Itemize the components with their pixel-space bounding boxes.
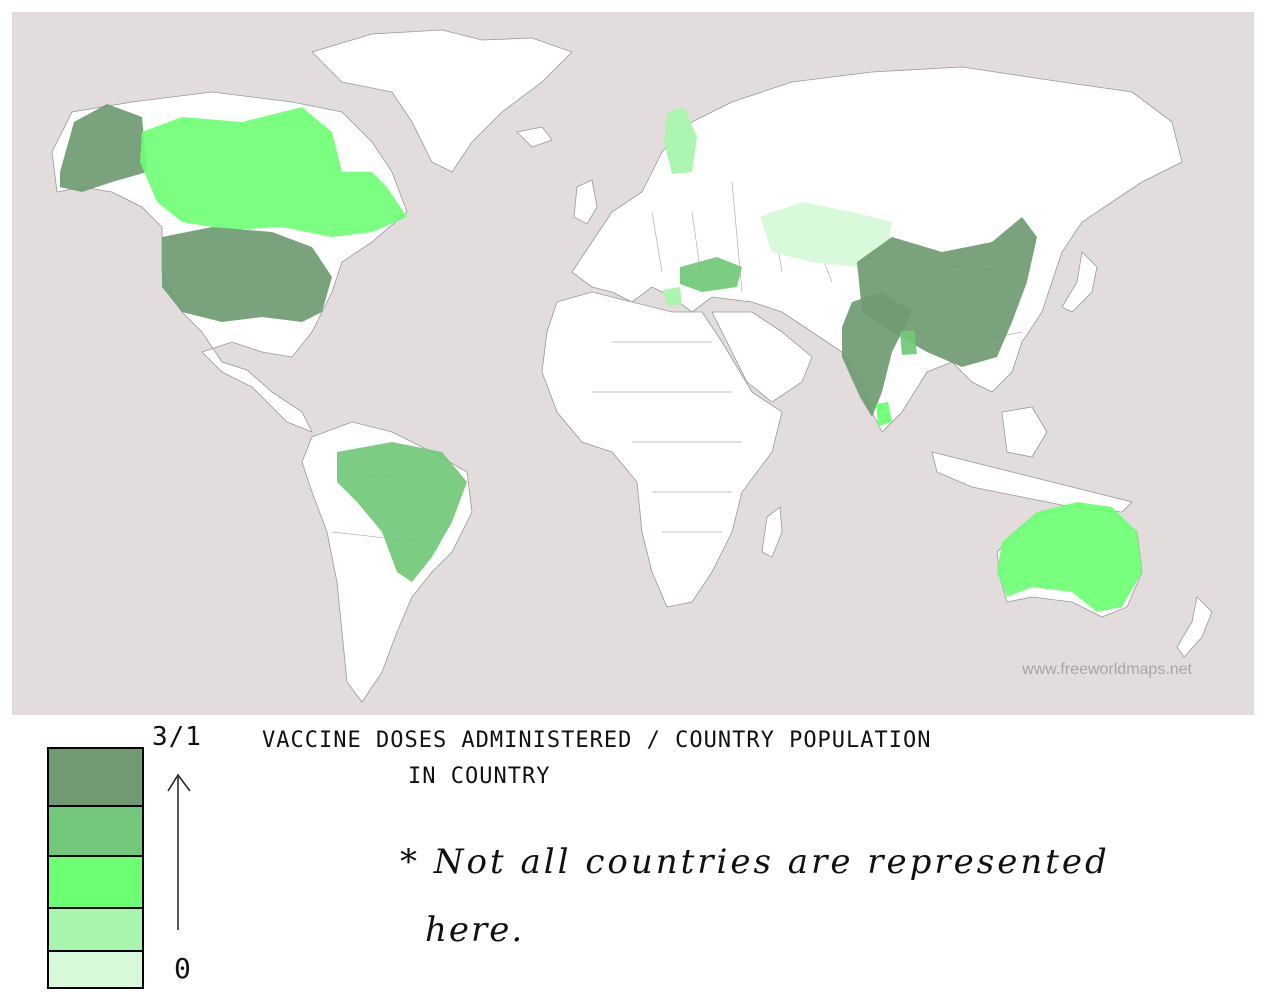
land-arabia <box>711 311 813 403</box>
legend-swatch-level-2 <box>47 907 144 952</box>
land-indonesia <box>931 451 1133 513</box>
shade-sri-lanka <box>876 402 892 426</box>
legend-swatch-level-5 <box>47 747 144 807</box>
shade-greece <box>662 287 682 306</box>
land-greenland <box>311 29 573 173</box>
land-iceland <box>516 126 553 148</box>
shade-brazil <box>337 442 467 582</box>
land-borneo <box>1001 406 1048 458</box>
legend-area <box>47 747 191 989</box>
legend-max-label: 3/1 <box>152 722 202 752</box>
legend-arrow <box>167 773 191 930</box>
land-africa <box>541 291 783 608</box>
legend-title-line1: VACCINE DOSES ADMINISTERED / COUNTRY POP… <box>262 728 932 753</box>
shade-kazakhstan <box>760 202 892 267</box>
shade-alaska <box>60 104 147 192</box>
legend-color-scale <box>47 747 144 989</box>
legend-swatch-level-4 <box>47 805 144 857</box>
note-line2: here. <box>425 910 525 950</box>
shade-usa <box>162 227 332 322</box>
land-madagascar <box>761 506 783 558</box>
legend-swatch-level-1 <box>47 950 144 989</box>
shade-bangladesh <box>900 330 917 355</box>
legend-swatch-level-3 <box>47 855 144 909</box>
map-watermark: www.freeworldmaps.net <box>1022 661 1192 678</box>
shade-canada <box>140 107 407 237</box>
shade-australia <box>997 502 1142 612</box>
note-line1: * Not all countries are represented <box>400 842 1110 882</box>
land-uk <box>573 179 598 225</box>
shading-layer <box>60 104 1142 612</box>
land-new-zealand <box>1176 596 1213 658</box>
shade-finland <box>664 107 697 174</box>
legend-title-line2: IN COUNTRY <box>408 764 551 789</box>
shade-india <box>842 292 912 417</box>
shade-turkey <box>680 257 742 292</box>
legend-min-label: 0 <box>174 952 192 985</box>
land-japan <box>1061 251 1098 313</box>
map-canvas <box>51 29 1213 703</box>
world-map: www.freeworldmaps.net <box>12 12 1254 715</box>
